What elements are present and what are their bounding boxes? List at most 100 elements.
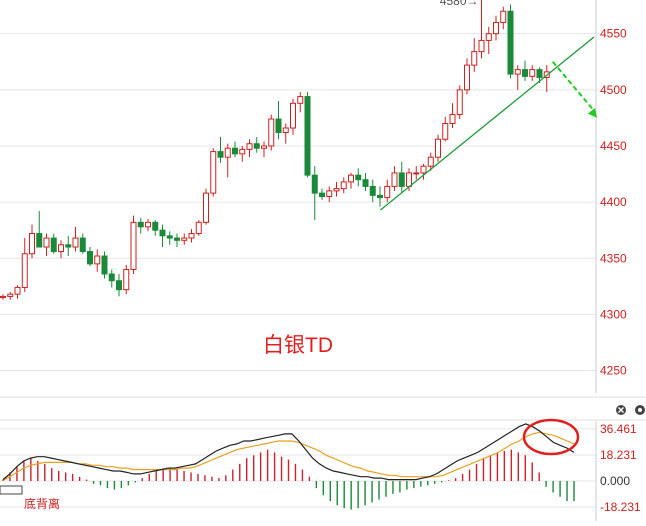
candle-body bbox=[72, 237, 79, 248]
gear-icon[interactable] bbox=[635, 405, 645, 415]
divergence-marker-box bbox=[0, 485, 23, 495]
candle-body bbox=[449, 114, 456, 125]
candle-body bbox=[101, 255, 108, 275]
candle-body bbox=[195, 221, 202, 235]
candle-body bbox=[311, 174, 318, 194]
candle-body bbox=[398, 172, 405, 187]
candle bbox=[29, 224, 35, 259]
candle-body bbox=[384, 185, 391, 199]
candle-body bbox=[79, 237, 86, 253]
candle-body bbox=[166, 235, 173, 239]
candle bbox=[72, 226, 79, 252]
candle bbox=[101, 251, 108, 279]
forecast-arrow-head bbox=[587, 108, 597, 118]
close-panel-icon[interactable] bbox=[616, 405, 626, 415]
y-tick-label: 4250 bbox=[600, 364, 627, 378]
y-tick-labels: 4250 4300 4350 4400 4450 4500 4550 bbox=[600, 27, 627, 378]
candle bbox=[123, 264, 130, 295]
macd-dea-line bbox=[2, 431, 575, 481]
candle bbox=[420, 163, 427, 180]
candle bbox=[391, 166, 398, 191]
candle-body bbox=[391, 172, 398, 187]
candle-body bbox=[348, 174, 354, 183]
panel-divider bbox=[0, 394, 646, 420]
candle bbox=[326, 186, 333, 203]
candle-body bbox=[36, 233, 43, 248]
candle bbox=[36, 211, 43, 248]
candle-body bbox=[246, 143, 253, 150]
candle bbox=[130, 215, 137, 274]
candle bbox=[464, 58, 470, 95]
candle bbox=[58, 240, 64, 259]
candle-body bbox=[94, 255, 101, 265]
candle bbox=[304, 92, 311, 178]
candle-body bbox=[456, 89, 463, 116]
candle bbox=[0, 294, 6, 300]
candle bbox=[174, 233, 180, 248]
candle-body bbox=[268, 118, 275, 147]
candle-body bbox=[442, 123, 449, 140]
candle bbox=[362, 172, 369, 191]
y-tick-label: 4550 bbox=[600, 27, 627, 41]
y-tick-label: 4500 bbox=[600, 83, 627, 97]
candle-body bbox=[58, 244, 64, 253]
candle-body bbox=[50, 237, 57, 253]
candle-body bbox=[159, 229, 166, 237]
candle bbox=[261, 141, 267, 158]
candle bbox=[224, 143, 231, 178]
candle-body bbox=[108, 273, 115, 282]
candle-body bbox=[224, 147, 231, 158]
candle bbox=[384, 179, 391, 203]
macd-dif-line bbox=[2, 423, 575, 481]
macd-tick-labels: 36.461 18.231 0.000 -18.231 bbox=[600, 422, 641, 514]
candle bbox=[116, 273, 122, 297]
candle bbox=[478, 0, 485, 59]
candle bbox=[398, 161, 405, 194]
macd-tick-label: 36.461 bbox=[600, 422, 637, 436]
macd-tick-label: -18.231 bbox=[600, 500, 641, 514]
macd-grid bbox=[0, 428, 596, 508]
candle-body bbox=[65, 244, 72, 248]
candle-body bbox=[181, 237, 188, 241]
candle-body bbox=[116, 280, 122, 291]
candle-body bbox=[471, 51, 478, 66]
candle bbox=[50, 233, 57, 254]
candle bbox=[522, 60, 528, 81]
candle bbox=[413, 166, 420, 180]
candle-body bbox=[514, 69, 521, 75]
candle-body bbox=[340, 181, 347, 190]
candle-body bbox=[304, 96, 311, 176]
macd-tick-label: 18.231 bbox=[600, 448, 637, 462]
candle bbox=[355, 168, 362, 187]
candle bbox=[529, 65, 536, 81]
candle bbox=[268, 114, 275, 151]
candle-body bbox=[529, 69, 536, 77]
candle-body bbox=[43, 237, 50, 248]
candle bbox=[217, 136, 224, 163]
candle bbox=[514, 65, 521, 90]
candle-body bbox=[333, 188, 340, 192]
candle-body bbox=[130, 221, 137, 270]
candle bbox=[181, 233, 188, 245]
candle-body bbox=[21, 253, 28, 288]
candle-body bbox=[87, 251, 93, 265]
forecast-arrow-line bbox=[551, 61, 596, 113]
candle bbox=[210, 148, 217, 197]
candle bbox=[246, 139, 253, 158]
candle-body bbox=[427, 156, 434, 167]
candle-body bbox=[188, 233, 195, 239]
candle bbox=[14, 285, 21, 299]
candle-body bbox=[7, 293, 14, 297]
candle bbox=[195, 220, 202, 236]
candle bbox=[427, 152, 434, 171]
candle-body bbox=[29, 233, 35, 255]
candle-body bbox=[217, 151, 224, 158]
candle-body bbox=[319, 192, 325, 197]
candle-body bbox=[239, 148, 246, 155]
candle-body bbox=[435, 138, 441, 158]
candle bbox=[137, 217, 144, 234]
candle bbox=[340, 177, 347, 194]
candle-body bbox=[413, 172, 420, 175]
macd-histogram bbox=[2, 449, 575, 510]
candle bbox=[333, 181, 340, 197]
